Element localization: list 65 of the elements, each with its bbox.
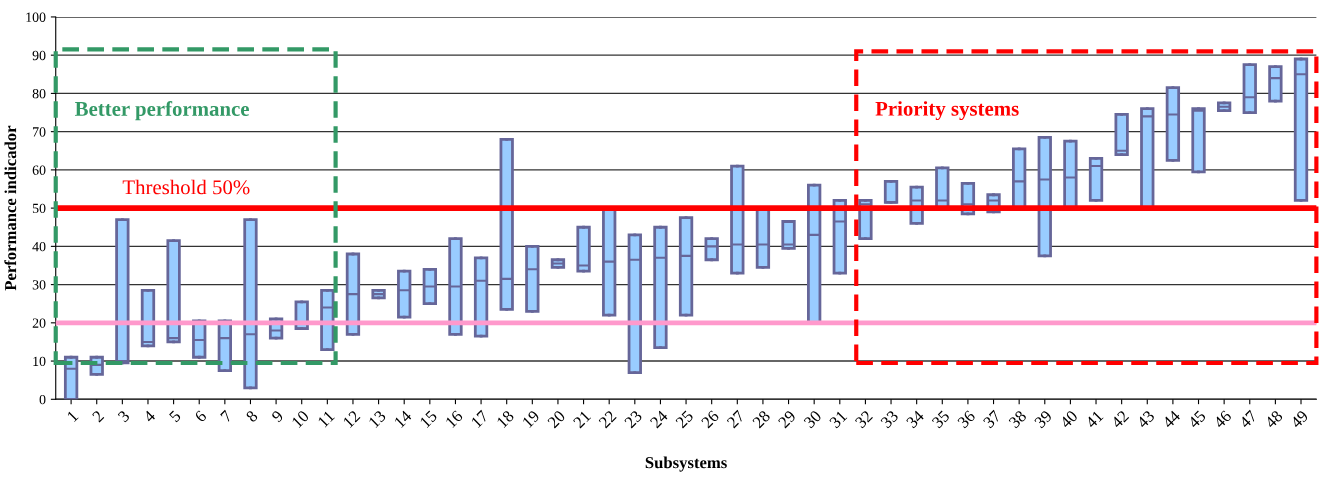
y-tick-label: 100 [26, 12, 46, 22]
x-tick-label: 34 [905, 409, 925, 429]
x-tick-label: 26 [700, 409, 720, 429]
x-tick-label: 23 [623, 409, 643, 429]
x-tick-label: 22 [598, 410, 617, 429]
annotation: Better performance [74, 101, 249, 121]
x-tick-label: 21 [572, 410, 592, 429]
x-tick-label: 48 [1264, 409, 1284, 429]
x-tick-label: 27 [726, 409, 746, 429]
x-tick-label: 1 [66, 410, 79, 423]
y-tick-label: 0 [39, 394, 46, 405]
x-tick-label: 5 [168, 409, 182, 423]
x-tick-label: 20 [547, 409, 566, 429]
y-tick-label: 60 [32, 165, 46, 175]
x-tick-label: 3 [117, 409, 131, 423]
x-tick-label: 2 [91, 410, 105, 423]
x-tick-label: 24 [649, 409, 669, 429]
x-tick-label: 32 [854, 410, 874, 429]
x-tick-label: 45 [1187, 409, 1207, 429]
x-tick-label: 38 [1008, 409, 1027, 429]
x-tick-label: 7 [220, 409, 233, 423]
x-tick-label: 9 [270, 409, 284, 423]
y-tick-label: 90 [32, 50, 46, 61]
y-tick-label: 20 [32, 318, 46, 328]
x-tick-label: 12 [342, 410, 361, 428]
y-tick-label: 40 [32, 241, 46, 252]
x-tick-label: 30 [803, 409, 823, 429]
x-tick-label: 33 [880, 409, 899, 429]
x-tick-label: 17 [470, 409, 489, 428]
y-tick-label: 80 [32, 88, 46, 99]
x-tick-label: 42 [1110, 410, 1130, 429]
x-tick-label: 29 [777, 409, 797, 429]
x-tick-label: 15 [419, 409, 438, 429]
ref-line-label: Threshold 50% [122, 179, 250, 195]
y-tick-label: 10 [33, 356, 46, 367]
x-tick-label: 49 [1289, 409, 1309, 429]
y-tick-label: 30 [32, 280, 46, 290]
x-tick-label: 41 [1084, 410, 1104, 429]
x-tick-label: 4 [142, 409, 156, 423]
annotation: Priority systems [875, 101, 1019, 121]
y-tick-label: 50 [32, 203, 46, 214]
x-tick-label: 35 [931, 409, 951, 429]
x-tick-label: 19 [521, 409, 541, 429]
x-tick-label: 14 [393, 409, 413, 428]
x-tick-label: 16 [445, 409, 464, 429]
x-tick-label: 37 [982, 409, 1002, 429]
x-tick-label: 10 [291, 409, 310, 429]
x-tick-label: 44 [1161, 409, 1181, 429]
y-tick-label: 70 [33, 127, 46, 137]
x-tick-label: 40 [1059, 409, 1079, 429]
x-tick-label: 47 [1238, 409, 1258, 429]
x-tick-label: 43 [1136, 409, 1156, 429]
x-tick-label: 13 [368, 409, 387, 429]
x-tick-label: 11 [317, 410, 335, 428]
y-axis-title: Performance indicador [4, 125, 17, 291]
x-tick-label: 18 [496, 409, 515, 429]
x-tick-label: 25 [675, 409, 694, 429]
x-tick-label: 36 [957, 409, 976, 429]
x-tick-label: 6 [194, 409, 208, 423]
x-tick-label: 39 [1033, 409, 1053, 429]
x-tick-label: 31 [828, 410, 848, 429]
x-tick-label: 8 [245, 409, 259, 423]
x-tick-label: 46 [1212, 409, 1233, 429]
x-axis-title: Subsystems [645, 456, 727, 472]
x-tick-label: 28 [752, 409, 771, 429]
